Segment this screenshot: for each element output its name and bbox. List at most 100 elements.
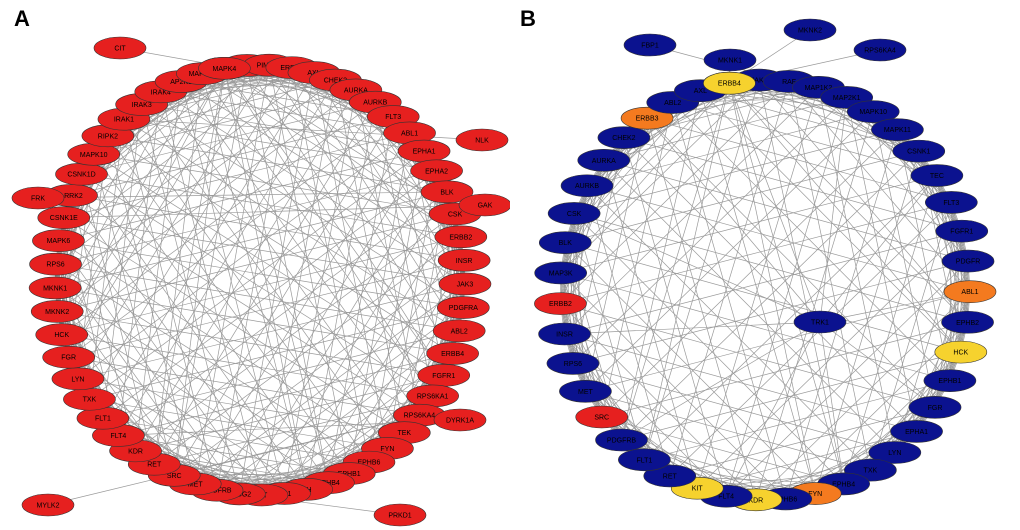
network-node-label: TXK (83, 397, 97, 404)
network-edge (72, 195, 285, 493)
network-node-label: RIPK2 (98, 133, 118, 140)
network-node-label: CIT (114, 46, 126, 53)
network-node-label: SRC (594, 414, 609, 421)
network-node-label: RET (663, 473, 678, 480)
network-node-label: CSNK1E (50, 215, 78, 222)
network-node-label: EPHB1 (938, 378, 961, 385)
network-node-label: CSNK1 (907, 149, 930, 156)
network-node-label: EPHA1 (413, 149, 436, 156)
network-node-label: FGR (928, 405, 943, 412)
network-node-label: TEK (397, 430, 411, 437)
network-node-label: MAP3K (549, 270, 573, 277)
network-node-label: MAPK4 (213, 66, 237, 73)
network-node-label: RPS6 (46, 262, 64, 269)
network-edge (72, 195, 420, 415)
network-node-label: NLK (475, 138, 489, 145)
network-edge (820, 176, 937, 322)
network-edge (565, 243, 961, 352)
network-node-label: IRAK1 (114, 117, 134, 124)
network-node-label: BLK (440, 189, 454, 196)
network-edge (174, 68, 224, 475)
network-node-label: JAK3 (457, 281, 474, 288)
network-edge (202, 74, 306, 490)
network-node-label: MKNK1 (43, 285, 67, 292)
network-edge (574, 213, 820, 322)
network-node-label: KIT (692, 486, 704, 493)
network-node-label: AURKA (592, 158, 616, 165)
network-node-label: FBP1 (641, 43, 659, 50)
network-node-label: AXL (694, 88, 707, 95)
network-node-label: FLT4 (718, 494, 734, 501)
network-node-label: ABL2 (664, 100, 681, 107)
network-edge (38, 192, 447, 198)
network-edge (624, 138, 917, 432)
network-node-label: CSNK1D (67, 172, 95, 179)
network-node-label: LYN (888, 450, 901, 457)
network-node-label: ABL1 (401, 130, 418, 137)
network-node-label: RPS6KA4 (864, 48, 896, 55)
network-node-label: AURKB (575, 183, 599, 190)
network-node-label: RPS6 (564, 361, 582, 368)
network-node-label: MYLK2 (37, 503, 60, 510)
network-node-label: MAPK11 (884, 127, 911, 134)
network-node-label: EPHA1 (905, 429, 928, 436)
network-node-label: TEC (930, 173, 944, 180)
network-node-label: EPHA2 (425, 168, 448, 175)
network-edge (820, 97, 847, 322)
network-node-label: MKNK2 (45, 309, 69, 316)
network-node-label: MET (578, 389, 594, 396)
network-node-label: FGFR1 (432, 373, 455, 380)
network-node-label: PDGFRA (449, 305, 479, 312)
network-node-label: CSK (448, 211, 463, 218)
network-node-label: RPS6KA4 (404, 413, 436, 420)
network-node-label: ERBB4 (441, 351, 464, 358)
network-node-label: FLT3 (943, 200, 959, 207)
network-edge (726, 97, 847, 496)
network-node-label: MAP2K1 (833, 95, 861, 102)
network-node-label: FLT1 (95, 416, 111, 423)
network-node-label: CSK (567, 211, 582, 218)
network-node-label: KDR (128, 448, 143, 455)
network-node-label: FGR (61, 355, 76, 362)
network-node-label: BLK (559, 240, 573, 247)
figure: A B MAP3K19FBP1PIMAP3ERBB3AXLCHEK2AURKAA… (0, 0, 1020, 530)
network-node-label: LYN (71, 376, 84, 383)
network-node-label: TRK1 (811, 320, 829, 327)
network-node-label: PDGFR (956, 259, 981, 266)
network-node-label: MAPK10 (859, 109, 887, 116)
network-node-label: PRKD1 (388, 513, 411, 520)
network-node-label: TXK (864, 468, 878, 475)
network-node-label: DYRK1A (446, 418, 474, 425)
network-node-label: FLT3 (385, 114, 401, 121)
network-node-label: FGFR1 (950, 229, 973, 236)
network-node-label: ERBB4 (718, 81, 741, 88)
network-node-label: CHEK2 (612, 135, 635, 142)
network-node-label: AURKB (363, 100, 387, 107)
network-node-label: MKNK1 (718, 58, 742, 65)
network-node-label: FLT1 (636, 457, 652, 464)
network-node-label: ABL2 (451, 328, 468, 335)
network-edge (560, 304, 935, 408)
network-node-label: HCK (54, 332, 69, 339)
network-edge (561, 273, 950, 381)
network-edge (700, 91, 815, 494)
network-node-label: INSR (456, 258, 473, 265)
network-node-label: GAK (478, 203, 493, 210)
network-edge (673, 102, 786, 498)
network-edge (573, 261, 968, 363)
network-b: MAPKJAK3RAFMAP1K2MAP2K1MAPK10MAPK11CSNK1… (510, 0, 1020, 530)
network-node-label: IRAK3 (132, 102, 152, 109)
network-node-label: MKNK2 (798, 28, 822, 35)
network-node-label: RPS6KA1 (417, 393, 449, 400)
network-node-label: ERBB2 (449, 234, 472, 241)
network-node-label: HCK (953, 350, 968, 357)
network-node-label: EPHB2 (956, 320, 979, 327)
network-edge (602, 130, 898, 417)
network-node-label: INSR (556, 331, 573, 338)
network-node-label: MAPK6 (47, 238, 71, 245)
network-node-label: MAPK10 (80, 152, 108, 159)
network-node-label: ABL1 (961, 289, 978, 296)
network-edge (729, 83, 820, 322)
network-node-label: RET (147, 462, 162, 469)
network-edge (622, 151, 919, 440)
